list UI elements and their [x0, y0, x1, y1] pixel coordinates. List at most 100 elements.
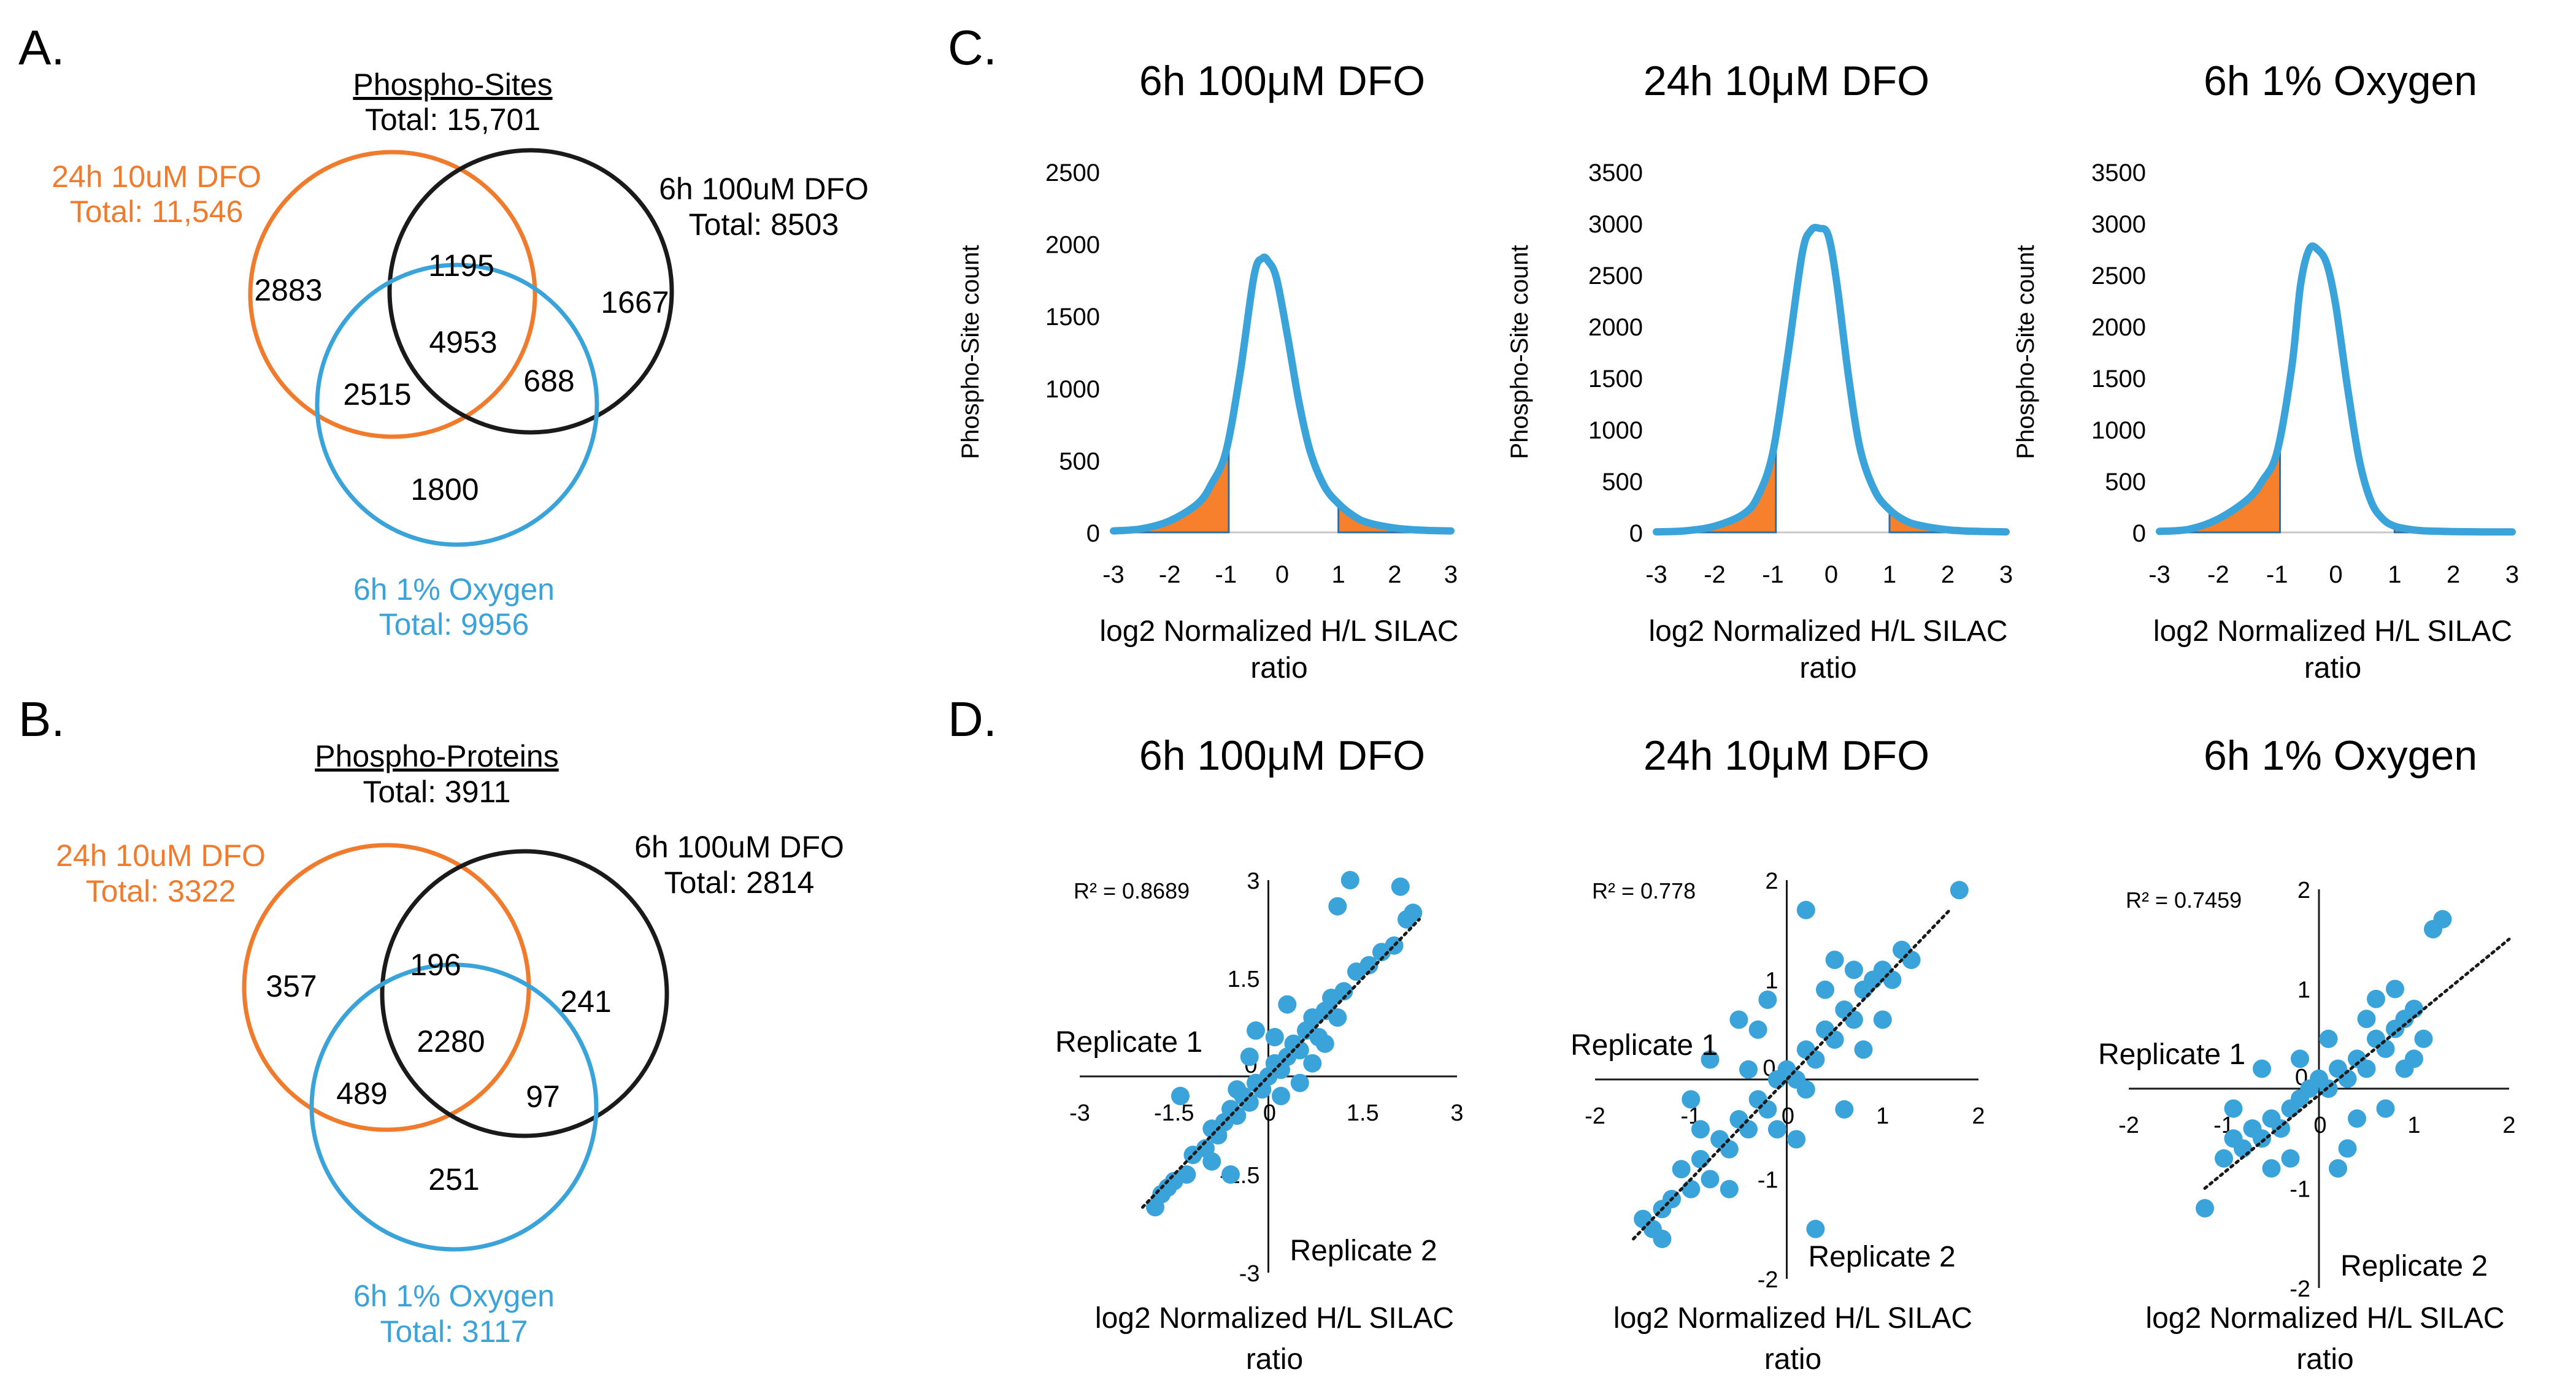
data-point	[1278, 995, 1297, 1014]
data-point	[1228, 1080, 1247, 1099]
distribution-curve	[2156, 242, 2516, 536]
venn-b-blue-total: Total: 3117	[380, 1314, 528, 1349]
data-point	[2262, 1159, 2281, 1178]
venn-a-black-circle	[387, 148, 674, 435]
data-point	[2272, 1119, 2290, 1138]
venn-b-black-total: Total: 2814	[664, 865, 815, 900]
y-tick-label: 1	[2297, 978, 2310, 1003]
data-point	[1177, 1165, 1196, 1184]
x-tick-label: 1	[1883, 561, 1896, 588]
x-axis-label-line1: log2 Normalized H/L SILAC	[1095, 1302, 1454, 1335]
data-point	[1328, 897, 1347, 916]
chart-title: 6h 1% Oxygen	[2204, 58, 2477, 104]
x-tick-label: -3	[2148, 561, 2170, 588]
data-point	[1739, 1060, 1758, 1079]
x-axis-name: Replicate 2	[2340, 1250, 2488, 1282]
x-tick-label: 0	[1782, 1103, 1794, 1129]
data-point	[1825, 951, 1844, 969]
x-tick-label: 1	[2407, 1113, 2420, 1138]
y-axis-label: Phospho-Site count	[1506, 245, 1533, 459]
y-tick-label: 2	[2297, 878, 2310, 903]
venn-b-region-blue-only: 251	[428, 1162, 479, 1197]
data-point	[1315, 1034, 1334, 1053]
x-tick-label: 2	[1388, 561, 1401, 588]
x-tick-label: 3	[1444, 561, 1458, 588]
venn-b-blue-circle	[309, 962, 599, 1252]
r-squared-label: R² = 0.8689	[1074, 878, 1190, 903]
data-point	[1240, 1048, 1259, 1066]
y-tick-label: 2500	[2091, 263, 2146, 289]
venn-b-region-orange-black: 196	[410, 948, 461, 982]
chart-title: 6h 1% Oxygen	[2204, 732, 2477, 779]
x-tick-label: 0	[2313, 1113, 2326, 1138]
data-point	[1950, 881, 1969, 900]
venn-b-region-orange-only: 357	[266, 969, 317, 1003]
venn-b-title: Phospho-Proteins	[315, 739, 558, 773]
data-point	[1758, 1100, 1777, 1119]
y-axis-name: Replicate 1	[2098, 1038, 2245, 1071]
data-point	[1653, 1230, 1672, 1248]
venn-b-total: Total: 3911	[363, 775, 511, 809]
data-point	[1796, 1080, 1815, 1099]
data-point	[2357, 1059, 2376, 1078]
data-point	[1701, 1170, 1720, 1189]
data-point	[1303, 1054, 1322, 1073]
trend-line	[1632, 908, 1951, 1241]
y-tick-label: 1.5	[1228, 967, 1260, 992]
histogram-chart-24h-10um-dfo: 24h 10μM DFO 0 500 1000 1500 2000 2500 3000 3500…	[1506, 58, 2013, 684]
x-tick-label: -1	[1762, 561, 1784, 588]
data-point	[1221, 1165, 1240, 1184]
data-point	[2338, 1069, 2357, 1088]
x-tick-label: 1	[1332, 561, 1345, 588]
venn-b-orange-total: Total: 3322	[86, 874, 236, 908]
venn-a-blue-circle	[315, 263, 599, 547]
x-tick-label: -2	[1585, 1103, 1605, 1129]
r-squared-label: R² = 0.7459	[2126, 887, 2242, 913]
data-point	[2224, 1099, 2243, 1118]
y-tick-label: 0	[1629, 520, 1643, 547]
venn-b-black-name: 6h 100uM DFO	[634, 830, 844, 864]
venn-b-blue-name: 6h 1% Oxygen	[353, 1279, 555, 1313]
venn-b-region-orange-blue: 489	[336, 1076, 387, 1111]
venn-a-region-black-only: 1667	[601, 285, 669, 320]
y-tick-label: 500	[1602, 469, 1643, 496]
y-tick-label: -3	[1239, 1261, 1260, 1287]
r-squared-label: R² = 0.778	[1592, 878, 1696, 903]
y-tick-label: -2	[1758, 1267, 1778, 1293]
y-axis-label: Phospho-Site count	[957, 245, 984, 459]
y-tick-label: 1000	[1588, 417, 1643, 444]
panel-label-d: D.	[948, 692, 997, 746]
x-tick-label: 3	[1999, 561, 2013, 588]
x-axis-name: Replicate 2	[1290, 1235, 1437, 1267]
y-tick-label: 1	[1765, 968, 1778, 994]
data-point	[2367, 989, 2385, 1008]
venn-a-region-orange-black: 1195	[428, 248, 494, 283]
chart-title: 24h 10μM DFO	[1644, 58, 1929, 104]
x-axis-label-line1: log2 Normalized H/L SILAC	[1613, 1302, 1972, 1335]
data-point	[1391, 877, 1410, 896]
distribution-curve	[1653, 223, 2010, 536]
x-axis-label-line1: log2 Normalized H/L SILAC	[1099, 615, 1458, 648]
x-tick-label: 2	[2447, 561, 2460, 588]
data-point	[1758, 991, 1777, 1009]
venn-a-orange-circle	[248, 150, 537, 439]
x-tick-label: -1	[2266, 561, 2288, 588]
data-point	[2376, 1099, 2395, 1118]
data-point	[1240, 1093, 1259, 1112]
chart-title: 6h 100μM DFO	[1139, 732, 1425, 779]
data-point	[2215, 1149, 2233, 1168]
y-tick-label: 2000	[2091, 314, 2146, 341]
data-point	[1682, 1179, 1701, 1198]
data-point	[1844, 960, 1863, 979]
data-point	[1247, 1021, 1265, 1040]
chart-title: 6h 100μM DFO	[1139, 58, 1425, 104]
data-point	[2376, 1040, 2395, 1058]
y-tick-label: -2	[2290, 1276, 2310, 1302]
x-tick-label: 0	[1824, 561, 1838, 588]
x-tick-label: 1	[2388, 561, 2401, 588]
trend-line	[1141, 918, 1421, 1209]
shaded-left-tail	[1655, 432, 1777, 534]
x-tick-label: -2	[1159, 561, 1181, 588]
data-point	[2386, 979, 2404, 998]
